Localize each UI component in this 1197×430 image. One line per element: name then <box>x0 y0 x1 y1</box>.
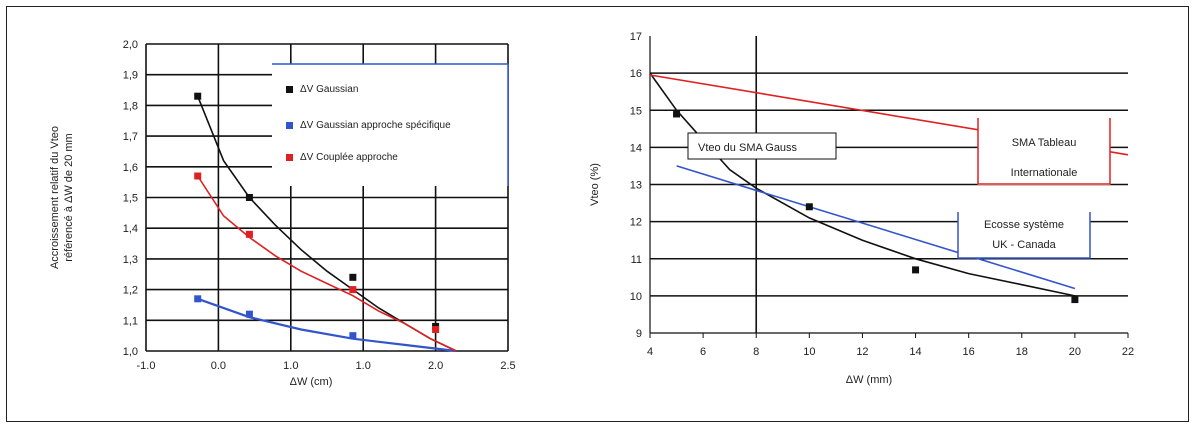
right-xtick-label: 22 <box>1122 346 1134 358</box>
annotation-text-ecosse-1: Ecosse système <box>984 219 1064 231</box>
left-chart-legend: ΔV Gaussian ΔV Gaussian approche spécifi… <box>272 63 509 186</box>
annotation-text-sma-tableau-1: SMA Tableau <box>1012 137 1077 149</box>
annotation-box-sma-tableau <box>978 115 1110 185</box>
left-chart-markers <box>194 92 440 340</box>
annotation-bracket-sma-tableau <box>977 118 1111 185</box>
left-series-point <box>349 286 357 294</box>
left-series-point <box>194 172 202 180</box>
left-ytick-label: 1,4 <box>123 223 138 235</box>
right-xtick-label: 16 <box>963 346 975 358</box>
annotation-sma-tableau: SMA Tableau Internationale <box>977 115 1111 185</box>
right-xtick-label: 18 <box>1016 346 1028 358</box>
right-xtick-label: 10 <box>803 346 815 358</box>
right-ytick-label: 11 <box>631 254 642 266</box>
legend-marker-couplee <box>286 154 293 161</box>
left-ytick-label: 2,0 <box>123 39 138 51</box>
right-chart-markers <box>673 110 1079 304</box>
left-xtick-label: 2.5 <box>500 360 515 372</box>
left-xtick-label: -1.0 <box>137 360 156 372</box>
right-ytick-label: 12 <box>630 217 642 229</box>
right-chart-xlabel: ΔW (mm) <box>846 374 892 386</box>
left-series-line <box>197 297 457 353</box>
annotation-text-sma-tableau-2: Internationale <box>1011 167 1078 179</box>
right-series-point <box>673 110 681 118</box>
left-ytick-label: 1,1 <box>123 315 138 327</box>
left-xtick-label: 0.0 <box>211 360 226 372</box>
annotation-box-vteo-gauss <box>687 132 837 160</box>
left-ytick-label: 1,6 <box>123 162 138 174</box>
right-ytick-label: 10 <box>630 291 642 303</box>
left-chart-ylabel-line-1: Accroissement relatif du Vteo <box>49 126 61 269</box>
legend-label-gaussian-approche: ΔV Gaussian approche spécifique <box>300 120 451 131</box>
annotation-box-ecosse <box>958 210 1090 258</box>
right-series-point <box>1071 296 1079 304</box>
left-series-point <box>245 310 253 318</box>
left-chart-xlabel: ΔW (cm) <box>290 376 333 388</box>
right-series-line <box>676 165 1076 290</box>
annotation-text-vteo-gauss: Vteo du SMA Gauss <box>698 142 798 154</box>
left-series-point <box>432 326 440 334</box>
left-series-point <box>349 273 357 281</box>
left-chart-ylabel-line-2: référencé à ΔW de 20 mm <box>63 133 75 261</box>
annotation-bracket-ecosse <box>957 212 1091 259</box>
left-series-point <box>194 92 202 100</box>
left-series-point <box>194 295 202 303</box>
right-ytick-label: 13 <box>630 180 642 192</box>
left-ytick-label: 1,5 <box>123 193 138 205</box>
annotation-ecosse: Ecosse système UK - Canada <box>957 210 1091 259</box>
right-series-point <box>912 266 920 274</box>
right-xtick-label: 12 <box>856 346 868 358</box>
right-ytick-label: 15 <box>630 105 642 117</box>
left-ytick-label: 1,3 <box>123 254 138 266</box>
legend-marker-gaussian-approche <box>286 122 293 129</box>
right-series-point <box>805 203 813 211</box>
right-ytick-label: 17 <box>630 31 642 43</box>
legend-label-couplee: ΔV Couplée approche <box>300 152 398 163</box>
left-xtick-label: 1.0 <box>283 360 298 372</box>
left-ytick-label: 1,0 <box>123 346 138 358</box>
right-ytick-label: 16 <box>630 68 642 80</box>
right-series-line <box>649 72 1076 297</box>
left-ytick-label: 1,2 <box>123 285 138 297</box>
legend-box <box>272 64 508 186</box>
legend-marker-gaussian <box>286 86 293 93</box>
left-chart-tick-labels: 1,0 1,1 1,2 1,3 1,4 1,5 1,6 1,7 1,8 1,9 2,0 -1.0 0.0… <box>123 39 516 372</box>
left-chart-curves <box>196 95 457 353</box>
left-chart: 1,0 1,1 1,2 1,3 1,4 1,5 1,6 1,7 1,8 1,9 2,0 -1.0 0.0… <box>49 39 516 388</box>
right-ytick-label: 9 <box>636 328 642 340</box>
left-ytick-label: 1,8 <box>123 100 138 112</box>
right-xtick-label: 14 <box>909 346 921 358</box>
left-xtick-label: 1.0 <box>356 360 371 372</box>
left-ytick-label: 1,7 <box>123 131 138 143</box>
left-xtick-label: 2.0 <box>428 360 443 372</box>
legend-label-gaussian: ΔV Gaussian <box>300 84 358 95</box>
right-chart: 9 10 11 12 13 14 15 16 17 4 6 8 10 12 14 16 18 20 22 Vteo … <box>589 31 1134 386</box>
right-xtick-label: 4 <box>647 346 653 358</box>
left-ytick-label: 1,9 <box>123 70 138 82</box>
left-series-point <box>245 194 253 201</box>
left-series-point <box>245 230 253 238</box>
right-xtick-label: 6 <box>700 346 706 358</box>
right-xtick-label: 8 <box>753 346 759 358</box>
right-chart-tick-labels: 9 10 11 12 13 14 15 16 17 4 6 8 10 12 14 16 18 20 22 <box>630 31 1134 358</box>
right-xtick-label: 20 <box>1069 346 1081 358</box>
right-ytick-label: 14 <box>630 142 642 154</box>
left-series-point <box>349 332 357 340</box>
annotation-text-ecosse-2: UK - Canada <box>992 239 1056 251</box>
right-chart-ylabel: Vteo (%) <box>589 163 601 206</box>
annotation-vteo-gauss: Vteo du SMA Gauss <box>687 132 837 160</box>
left-series-line <box>197 175 457 352</box>
